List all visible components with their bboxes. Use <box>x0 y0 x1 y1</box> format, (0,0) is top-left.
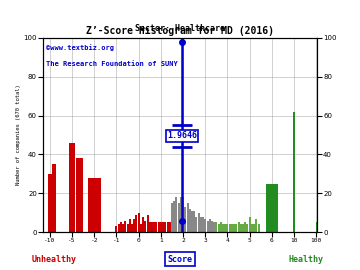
Text: The Research Foundation of SUNY: The Research Foundation of SUNY <box>46 61 178 67</box>
Bar <box>135 215 138 232</box>
Bar <box>184 207 186 232</box>
Bar <box>198 213 200 232</box>
Bar <box>209 219 211 232</box>
Bar <box>247 224 248 232</box>
Bar <box>233 224 235 232</box>
Bar <box>175 197 177 232</box>
Bar <box>251 224 253 232</box>
Bar <box>195 217 197 232</box>
Bar <box>226 224 229 232</box>
Bar <box>293 112 296 232</box>
Bar <box>235 224 237 232</box>
Bar <box>193 211 195 232</box>
Bar <box>182 197 184 232</box>
Bar <box>204 219 206 232</box>
Bar <box>69 143 75 232</box>
Bar <box>191 211 193 232</box>
Bar <box>164 222 166 232</box>
Bar <box>120 222 122 232</box>
Bar <box>87 178 101 232</box>
Bar <box>162 222 164 232</box>
Bar <box>231 224 233 232</box>
Bar <box>52 164 56 232</box>
Bar <box>255 219 257 232</box>
Bar <box>124 221 126 232</box>
Bar <box>189 209 191 232</box>
Bar <box>257 224 260 232</box>
Bar <box>266 184 278 232</box>
Text: ©www.textbiz.org: ©www.textbiz.org <box>46 44 114 50</box>
Bar <box>48 174 52 232</box>
Bar <box>207 221 208 232</box>
Y-axis label: Number of companies (670 total): Number of companies (670 total) <box>16 85 21 185</box>
Bar <box>156 222 157 232</box>
Text: Score: Score <box>167 255 193 264</box>
Bar <box>151 222 153 232</box>
Bar <box>200 217 202 232</box>
Bar <box>217 224 220 232</box>
Bar <box>220 222 222 232</box>
Bar <box>158 222 159 232</box>
Bar <box>242 224 244 232</box>
Bar <box>133 219 135 232</box>
Bar <box>118 224 120 232</box>
Text: Healthy: Healthy <box>288 255 324 264</box>
Bar <box>186 203 189 232</box>
Bar <box>215 222 217 232</box>
Bar <box>167 222 168 232</box>
Bar <box>131 224 133 232</box>
Bar <box>169 222 171 232</box>
Title: Z’-Score Histogram for MD (2016): Z’-Score Histogram for MD (2016) <box>86 26 274 36</box>
Bar <box>144 221 146 232</box>
Bar <box>147 215 149 232</box>
Bar <box>229 224 231 232</box>
Bar <box>244 222 246 232</box>
Bar <box>140 224 142 232</box>
Text: 1.9646: 1.9646 <box>167 131 197 140</box>
Bar <box>249 217 251 232</box>
Bar <box>153 222 155 232</box>
Bar <box>76 158 83 232</box>
Bar <box>173 201 175 232</box>
Bar <box>138 213 140 232</box>
Bar <box>116 226 117 232</box>
Bar <box>202 217 204 232</box>
Bar <box>129 219 131 232</box>
Text: Sector: Healthcare: Sector: Healthcare <box>135 24 225 33</box>
Bar <box>253 224 255 232</box>
Bar <box>122 224 124 232</box>
Bar <box>149 222 151 232</box>
Text: Unhealthy: Unhealthy <box>32 255 76 264</box>
Bar <box>180 197 182 232</box>
Bar <box>211 221 213 232</box>
Bar <box>224 224 226 232</box>
Bar <box>177 203 180 232</box>
Bar <box>127 224 129 232</box>
Bar <box>171 203 173 232</box>
Bar <box>238 222 240 232</box>
Bar <box>142 217 144 232</box>
Bar <box>160 222 162 232</box>
Bar <box>222 224 224 232</box>
Bar <box>213 222 215 232</box>
Bar <box>240 224 242 232</box>
